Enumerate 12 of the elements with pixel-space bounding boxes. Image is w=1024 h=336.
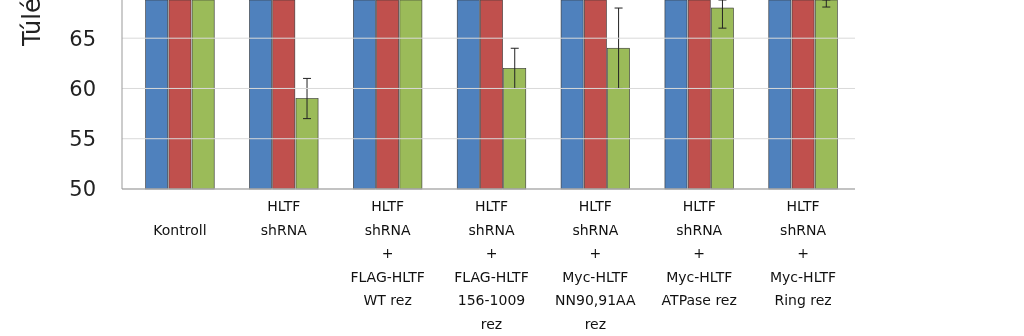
x-tick-label: HLTF shRNA: [260, 198, 308, 238]
x-tick-label: HLTF shRNA + Myc-HLTF ATPase rez: [661, 198, 737, 308]
x-tick-label: HLTF shRNA + Myc-HLTF NN90,91AA rez: [555, 198, 637, 332]
y-tick-label: 55: [69, 127, 96, 152]
y-tick-label: 65: [69, 26, 96, 51]
x-tick-label: HLTF shRNA + Myc-HLTF Ring rez: [770, 198, 837, 308]
x-tick-label: HLTF shRNA + FLAG-HLTF 156-1009 rez: [454, 198, 529, 332]
y-tick-label: 50: [69, 177, 96, 202]
x-tick-label: Kontroll: [153, 221, 207, 238]
x-tick-label: HLTF shRNA + FLAG-HLTF WT rez: [350, 198, 425, 308]
y-tick-label: 60: [69, 76, 96, 101]
y-axis-title: Túlé: [18, 0, 46, 47]
